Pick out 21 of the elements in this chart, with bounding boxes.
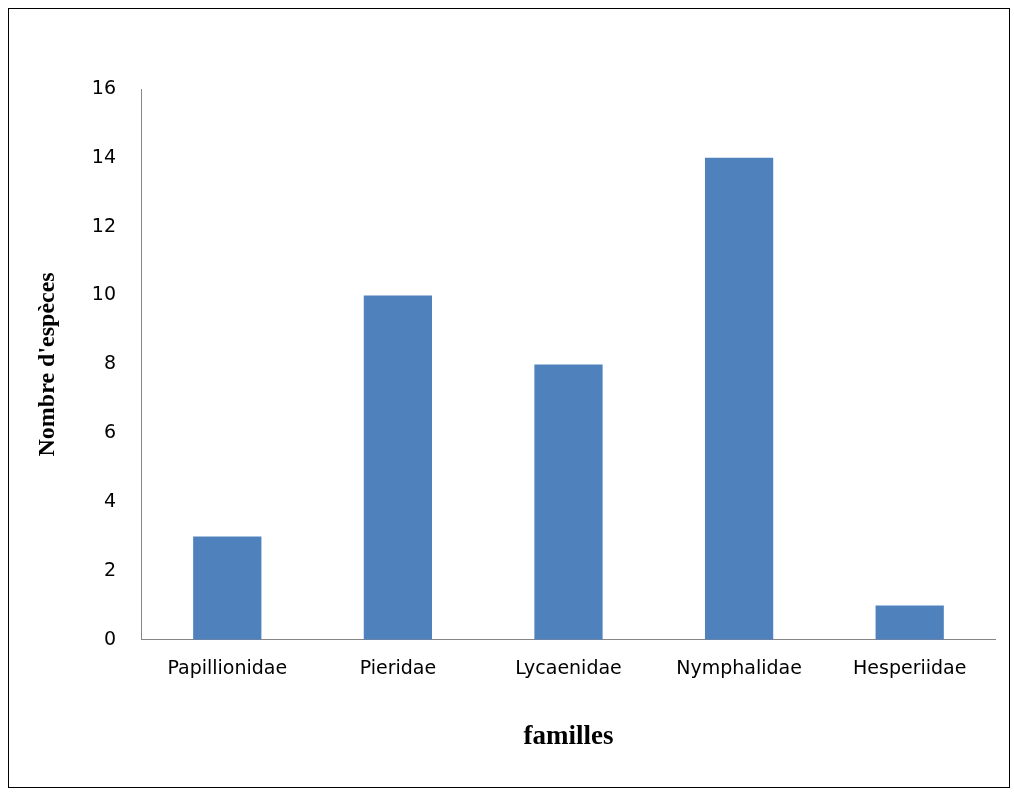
y-tick-label: 6 <box>103 420 116 443</box>
y-tick-label: 10 <box>91 282 116 305</box>
x-tick-label: Hesperiidae <box>853 656 967 679</box>
y-tick-label: 12 <box>91 213 116 236</box>
bar <box>534 364 603 640</box>
y-tick-label: 14 <box>91 144 116 167</box>
bar <box>875 605 944 640</box>
x-axis-title: familles <box>523 719 614 750</box>
y-tick-label: 16 <box>91 75 116 98</box>
x-tick-label: Papillionidae <box>167 656 288 679</box>
y-tick-label: 0 <box>103 626 116 649</box>
y-tick-label: 8 <box>103 351 116 374</box>
bar <box>363 295 433 640</box>
y-tick-label: 4 <box>103 489 116 512</box>
x-tick-label: Lycaenidae <box>515 656 622 679</box>
y-tick-label: 2 <box>103 557 116 580</box>
bar <box>704 157 774 640</box>
x-tick-label: Pieridae <box>359 656 437 679</box>
x-tick-label: Nymphalidae <box>676 656 802 679</box>
bar <box>193 536 262 640</box>
y-axis-title: Nombre d'espèces <box>32 272 59 457</box>
